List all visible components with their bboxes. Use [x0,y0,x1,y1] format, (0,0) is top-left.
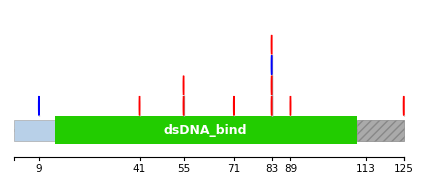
Text: 89: 89 [284,164,297,174]
Circle shape [183,76,184,95]
Bar [55,116,356,144]
Text: dsDNA_bind: dsDNA_bind [164,124,247,137]
Circle shape [271,96,272,115]
Text: 71: 71 [227,164,240,174]
Bar [14,120,55,141]
Text: 55: 55 [177,164,190,174]
Text: 9: 9 [36,164,42,174]
Circle shape [233,96,234,115]
Text: 83: 83 [265,164,278,174]
Text: 113: 113 [356,164,376,174]
Bar [14,129,404,132]
Circle shape [403,96,404,115]
Circle shape [271,55,272,75]
Circle shape [139,96,140,115]
Circle shape [183,96,184,115]
Bar [356,120,404,141]
Circle shape [271,76,272,95]
Text: 125: 125 [394,164,414,174]
Circle shape [271,35,272,54]
Text: 41: 41 [133,164,146,174]
Circle shape [290,96,291,115]
